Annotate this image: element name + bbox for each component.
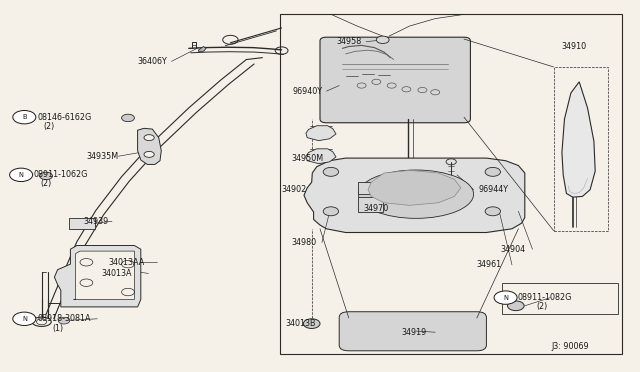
Ellipse shape [358,170,474,218]
Text: 34970: 34970 [364,204,388,213]
Text: 34939: 34939 [83,217,108,226]
Text: 34919: 34919 [401,328,426,337]
Text: 96940Y: 96940Y [292,87,323,96]
Text: 34950M: 34950M [292,154,324,163]
Text: 08911-1082G: 08911-1082G [517,293,572,302]
Text: (2): (2) [40,179,52,188]
Circle shape [144,151,154,157]
Text: N: N [503,295,508,301]
Polygon shape [198,46,206,51]
FancyBboxPatch shape [339,312,486,351]
Circle shape [13,312,36,326]
Circle shape [485,207,500,216]
Text: 34013AA: 34013AA [109,258,145,267]
Polygon shape [74,251,134,299]
Text: 08146-6162G: 08146-6162G [37,113,92,122]
Text: 34013B: 34013B [285,319,316,328]
Circle shape [10,168,33,182]
Text: 34902: 34902 [282,185,307,194]
Polygon shape [368,170,461,205]
Circle shape [40,172,52,180]
Text: 08911-1062G: 08911-1062G [33,170,88,179]
Circle shape [485,167,500,176]
Circle shape [303,319,320,328]
Text: 34961: 34961 [477,260,502,269]
Polygon shape [562,82,595,197]
Text: 34910: 34910 [562,42,587,51]
Text: 34904: 34904 [500,245,525,254]
FancyBboxPatch shape [320,37,470,123]
Text: B: B [22,114,27,120]
Text: 96944Y: 96944Y [479,185,509,194]
Polygon shape [138,128,161,164]
FancyBboxPatch shape [358,182,383,194]
Text: 36406Y: 36406Y [138,57,167,66]
Text: 08918-3081A: 08918-3081A [37,314,91,323]
Circle shape [122,114,134,122]
Circle shape [13,110,36,124]
Circle shape [494,291,517,304]
Circle shape [144,135,154,141]
Circle shape [323,167,339,176]
Text: 34013A: 34013A [101,269,132,278]
Text: J3: 90069: J3: 90069 [552,342,589,351]
Text: (2): (2) [536,302,548,311]
Polygon shape [304,158,525,232]
Text: 34935M: 34935M [86,152,118,161]
Circle shape [80,259,93,266]
Circle shape [58,317,70,324]
Bar [280,14,622,354]
Polygon shape [306,126,336,141]
Circle shape [80,279,93,286]
Text: 34958: 34958 [336,37,361,46]
Text: N: N [22,316,27,322]
Circle shape [508,301,524,311]
Text: 34980: 34980 [292,238,317,247]
FancyBboxPatch shape [69,218,95,229]
FancyBboxPatch shape [358,197,383,212]
Polygon shape [54,246,141,307]
Circle shape [376,36,389,44]
Polygon shape [306,149,336,164]
Text: (2): (2) [44,122,55,131]
Text: (1): (1) [52,324,63,333]
Circle shape [323,207,339,216]
Text: N: N [19,172,24,178]
